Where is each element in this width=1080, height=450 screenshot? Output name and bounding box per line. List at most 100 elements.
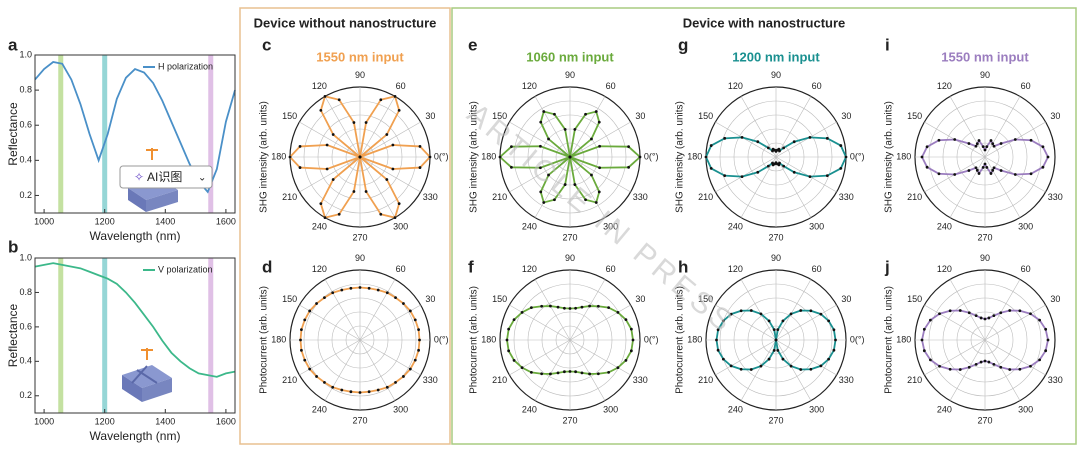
spoke bbox=[949, 156, 986, 218]
angle-label: 90 bbox=[355, 70, 365, 80]
data-point bbox=[358, 391, 362, 394]
data-point bbox=[981, 165, 985, 169]
data-point bbox=[844, 155, 848, 159]
data-point bbox=[974, 144, 978, 148]
y-axis-label: Photocurrent (arb. units) bbox=[469, 286, 480, 394]
data-point bbox=[549, 372, 552, 376]
spoke bbox=[359, 156, 421, 193]
data-point bbox=[832, 348, 836, 352]
data-point bbox=[588, 372, 591, 376]
data-point bbox=[1044, 349, 1048, 353]
data-point bbox=[352, 121, 356, 124]
data-point bbox=[808, 136, 812, 139]
data-point bbox=[766, 164, 770, 168]
panel-label: d bbox=[262, 257, 272, 276]
angle-label: 240 bbox=[728, 222, 743, 232]
button-label[interactable]: AI识图 bbox=[147, 170, 182, 184]
data-point bbox=[974, 362, 978, 366]
panel-label: g bbox=[678, 35, 688, 54]
data-point bbox=[827, 357, 831, 361]
data-point bbox=[337, 212, 341, 216]
angle-label: 270 bbox=[352, 416, 367, 426]
data-point bbox=[588, 304, 591, 308]
data-point bbox=[989, 172, 993, 175]
data-point bbox=[991, 168, 995, 172]
data-point bbox=[428, 155, 432, 159]
angle-label: 150 bbox=[907, 111, 922, 121]
angle-label: 240 bbox=[937, 405, 952, 415]
spoke bbox=[509, 121, 571, 158]
data-point bbox=[520, 310, 524, 314]
spoke bbox=[949, 339, 986, 401]
spoke bbox=[324, 339, 361, 401]
data-point bbox=[983, 317, 987, 321]
data-point bbox=[349, 390, 353, 394]
data-point bbox=[967, 365, 971, 369]
x-tick-label: 1200 bbox=[95, 416, 115, 426]
data-point bbox=[573, 183, 577, 186]
data-point bbox=[315, 375, 318, 378]
spoke bbox=[740, 156, 777, 218]
panel-label: h bbox=[678, 257, 688, 276]
y-tick-label: 0.2 bbox=[19, 390, 32, 400]
data-point bbox=[298, 145, 302, 148]
data-point bbox=[1046, 155, 1050, 159]
angle-label: 120 bbox=[312, 81, 327, 91]
angle-label: 270 bbox=[562, 416, 577, 426]
panel-label: b bbox=[8, 237, 18, 256]
data-point bbox=[723, 174, 727, 178]
data-point bbox=[778, 161, 781, 165]
spoke bbox=[299, 156, 361, 193]
data-point bbox=[792, 170, 796, 174]
data-point bbox=[590, 173, 593, 177]
data-point bbox=[709, 144, 713, 147]
angle-label: 330 bbox=[839, 375, 854, 385]
data-point bbox=[709, 167, 713, 170]
data-point bbox=[989, 139, 993, 142]
data-point bbox=[1046, 338, 1050, 342]
data-point bbox=[827, 319, 831, 323]
data-point bbox=[563, 306, 566, 310]
button-frame[interactable] bbox=[119, 165, 213, 189]
spoke bbox=[569, 156, 606, 218]
data-point bbox=[325, 143, 329, 147]
angle-label: 0(°) bbox=[434, 334, 449, 344]
data-point bbox=[977, 139, 981, 142]
angle-label: 120 bbox=[937, 264, 952, 274]
spoke bbox=[359, 156, 396, 218]
data-point bbox=[594, 110, 598, 113]
data-point bbox=[704, 155, 708, 159]
angle-label: 60 bbox=[812, 264, 822, 274]
data-point bbox=[597, 190, 601, 194]
data-point bbox=[948, 309, 952, 313]
angle-label: 0(°) bbox=[850, 151, 865, 161]
y-axis-label: SHG intensity (arb. units) bbox=[884, 101, 895, 213]
data-point bbox=[629, 349, 633, 353]
spoke bbox=[569, 121, 631, 158]
data-point bbox=[331, 291, 335, 295]
y-tick-label: 0.8 bbox=[19, 287, 32, 297]
angle-label: 30 bbox=[1050, 294, 1060, 304]
chart-title: 1200 nm input bbox=[732, 49, 820, 64]
data-point bbox=[308, 367, 312, 371]
data-point bbox=[721, 357, 725, 361]
data-point bbox=[985, 145, 989, 149]
data-point bbox=[799, 368, 803, 371]
angle-label: 180 bbox=[271, 151, 286, 161]
overlay-button[interactable]: ✧ AI识图 ⌄ bbox=[119, 165, 213, 189]
data-point bbox=[922, 349, 926, 353]
angle-label: 330 bbox=[1048, 375, 1063, 385]
band bbox=[208, 258, 214, 413]
data-point bbox=[394, 380, 397, 384]
data-point bbox=[716, 348, 720, 352]
spoke bbox=[359, 96, 396, 158]
data-point bbox=[967, 311, 971, 315]
data-point bbox=[507, 327, 511, 331]
data-point bbox=[325, 167, 329, 171]
spoke bbox=[984, 304, 1046, 341]
data-point bbox=[1029, 172, 1033, 176]
data-point bbox=[364, 121, 368, 124]
spoke bbox=[569, 96, 606, 158]
data-point bbox=[781, 357, 785, 361]
x-axis-label: Wavelength (nm) bbox=[90, 429, 181, 443]
